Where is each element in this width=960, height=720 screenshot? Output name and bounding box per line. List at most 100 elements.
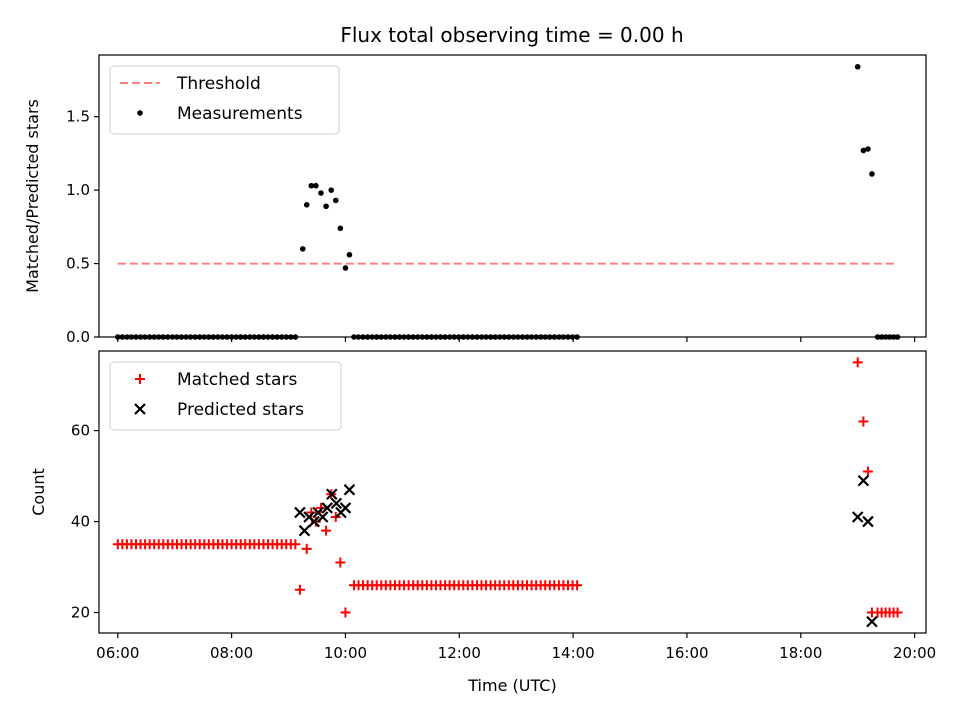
data-point: [335, 557, 346, 568]
bottom-panel: 20 40 60 06:00 08:00 10:00 12:00 14:00 16:00 18:0…: [29, 350, 936, 695]
x-tick-label: 06:00: [96, 644, 139, 662]
data-point: [865, 146, 871, 152]
y-tick-label: 0.0: [66, 328, 90, 346]
data-point: [886, 334, 893, 340]
x-tick-label: 16:00: [665, 644, 708, 662]
data-point: [355, 334, 362, 340]
y-tick-label: 20: [71, 604, 90, 622]
data-point: [278, 334, 285, 340]
top-panel: 0.0 0.5 1.0 1.5 Matched/Predicted stars Thres…: [23, 54, 927, 346]
data-point: [537, 334, 544, 340]
data-point: [506, 334, 512, 340]
legend-swatch: [137, 110, 143, 116]
data-point: [228, 334, 235, 340]
data-point: [378, 334, 385, 340]
data-point: [460, 334, 467, 340]
data-point: [574, 334, 580, 340]
data-point: [294, 584, 305, 595]
data-point: [890, 334, 897, 340]
data-point: [206, 334, 212, 340]
data-point: [858, 416, 869, 427]
data-point: [442, 334, 448, 340]
data-point: [165, 334, 171, 340]
data-point: [392, 334, 398, 340]
data-point: [196, 334, 203, 340]
data-point: [233, 334, 239, 340]
data-point: [874, 334, 881, 340]
data-point: [360, 334, 366, 340]
data-point: [260, 334, 267, 340]
data-point: [321, 502, 334, 514]
legend-swatch: [134, 403, 146, 415]
data-point: [114, 334, 121, 340]
data-point: [419, 334, 426, 340]
data-point: [290, 539, 301, 550]
data-point: [852, 357, 863, 368]
x-tick-label: 12:00: [438, 644, 481, 662]
data-point: [256, 334, 262, 340]
data-point: [321, 525, 332, 536]
data-point: [533, 334, 539, 340]
data-point: [313, 182, 319, 189]
data-point: [215, 334, 221, 340]
data-point: [455, 334, 462, 340]
legend: Matched stars Predicted stars: [109, 361, 342, 431]
data-point: [183, 334, 189, 340]
data-point: [124, 334, 130, 340]
data-point: [151, 334, 158, 340]
data-point: [878, 334, 885, 340]
data-point: [369, 334, 376, 340]
data-point: [201, 334, 208, 340]
data-point: [308, 515, 320, 528]
data-point: [137, 334, 144, 340]
data-point: [178, 334, 185, 340]
data-point: [274, 334, 280, 340]
data-point: [340, 607, 351, 618]
data-point: [405, 334, 412, 340]
data-point: [269, 334, 276, 340]
y-axis-label: Count: [29, 468, 48, 516]
data-point: [294, 506, 306, 519]
data-point: [869, 171, 875, 177]
data-point: [560, 334, 567, 340]
data-point: [251, 334, 258, 340]
data-point: [330, 497, 343, 510]
data-point: [315, 502, 326, 513]
data-point: [343, 483, 356, 496]
legend-label: Predicted stars: [177, 400, 304, 420]
x-tick-label: 08:00: [210, 644, 253, 662]
data-point: [346, 251, 353, 258]
data-point: [387, 334, 394, 340]
data-point: [572, 580, 583, 591]
data-point: [308, 182, 315, 189]
data-point: [892, 607, 903, 618]
legend-swatch: [135, 374, 145, 384]
chart-title: Flux total observing time = 0.00 h: [340, 23, 683, 47]
data-point: [866, 607, 877, 618]
data-point: [414, 334, 421, 340]
data-point: [187, 334, 194, 340]
data-point: [565, 334, 571, 340]
data-point: [862, 466, 873, 477]
plot-frame: [98, 350, 927, 634]
data-point: [146, 334, 153, 340]
data-point: [288, 334, 294, 340]
data-point: [451, 334, 457, 340]
data-point: [542, 334, 549, 340]
data-point: [501, 334, 508, 340]
data-point: [339, 502, 352, 514]
data-point: [854, 63, 861, 70]
data-point: [292, 334, 299, 340]
data-point: [301, 543, 312, 554]
data-point: [219, 334, 226, 340]
data-point: [410, 334, 416, 340]
data-point: [401, 334, 407, 340]
legend-box: [109, 361, 342, 431]
data-point: [265, 334, 271, 340]
data-point: [298, 524, 311, 537]
data-point: [551, 334, 558, 340]
data-point: [332, 197, 339, 204]
data-point: [326, 488, 338, 501]
legend-label: Matched stars: [177, 370, 297, 390]
